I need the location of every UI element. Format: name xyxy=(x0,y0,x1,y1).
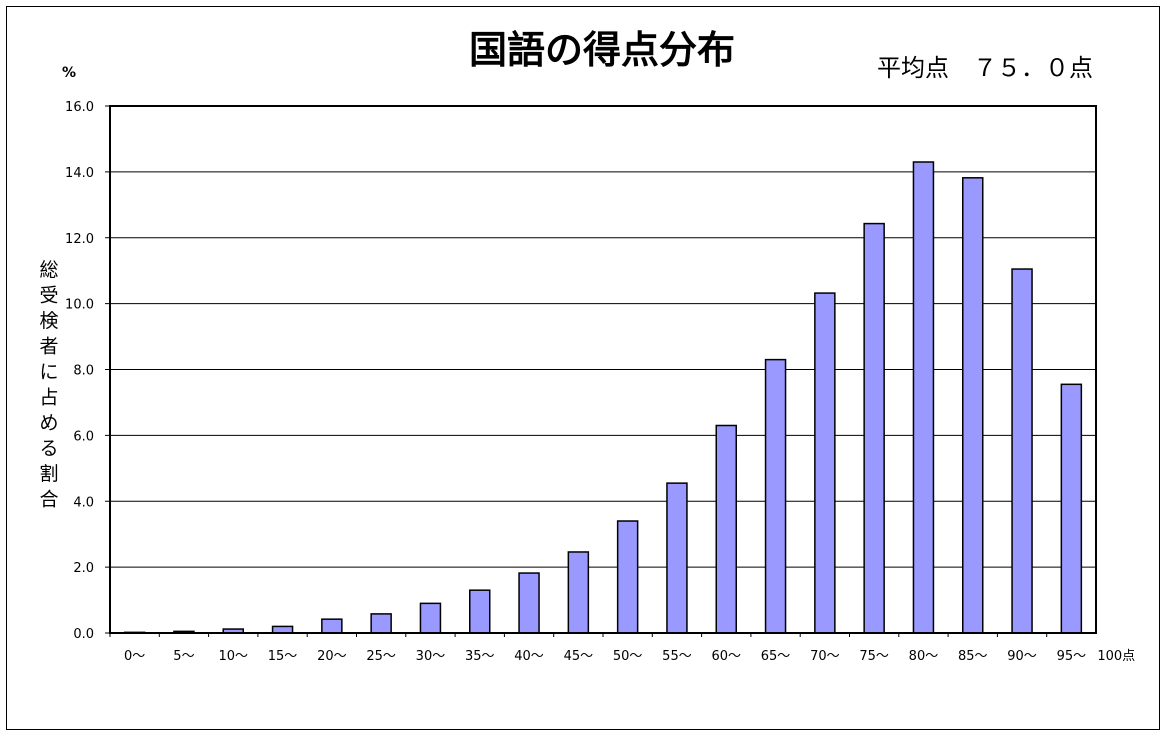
bar xyxy=(469,589,491,634)
y-tick-label: 14.0 xyxy=(65,166,94,181)
x-tick-label: 0～ xyxy=(124,649,145,664)
x-tick-label: 30～ xyxy=(416,649,446,664)
bar xyxy=(1060,383,1083,634)
x-tick-label: 35～ xyxy=(465,649,495,664)
y-tick-label: 8.0 xyxy=(73,364,94,379)
average-label: 平均点 ７５．０点 xyxy=(877,54,1093,82)
x-tick-label: 40～ xyxy=(514,649,544,664)
x-tick-label: 10～ xyxy=(218,649,248,664)
x-tick-label: 55～ xyxy=(662,649,692,664)
x-tick-label: 15～ xyxy=(268,649,298,664)
bar xyxy=(616,520,639,634)
x-tick-label: 90～ xyxy=(1007,649,1037,664)
x-tick-label: 50～ xyxy=(613,649,643,664)
chart-frame xyxy=(6,6,1160,730)
y-tick-label: 6.0 xyxy=(73,429,94,444)
bar xyxy=(518,572,540,634)
x-unit-label: 100点 xyxy=(1097,649,1135,664)
x-tick-label: 5～ xyxy=(173,649,194,664)
x-tick-label: 95～ xyxy=(1057,649,1087,664)
x-tick-labels: 0～ 5～ 10～ 15～ 20～ 25～ 30～ 35～ 40～ 45～ 50～ 55～ 60～ 65～… xyxy=(109,633,1087,664)
bar xyxy=(666,482,688,634)
bar xyxy=(1011,268,1033,634)
y-axis-label: 総受検者に占める割合 xyxy=(39,259,58,511)
x-tick-label: 65～ xyxy=(761,649,791,664)
bar xyxy=(814,292,836,634)
x-tick-label: 20～ xyxy=(317,649,347,664)
y-tick-label: 16.0 xyxy=(65,100,94,115)
bar xyxy=(863,222,885,634)
bar xyxy=(419,602,442,634)
bars xyxy=(123,161,1083,634)
bar xyxy=(370,613,392,634)
x-tick-label: 60～ xyxy=(711,649,741,664)
y-tick-label: 10.0 xyxy=(65,298,94,313)
y-unit-label: % xyxy=(62,65,76,81)
x-tick-label: 25～ xyxy=(366,649,396,664)
chart-title: 国語の得点分布 xyxy=(469,28,735,72)
bar xyxy=(962,177,984,634)
y-tick-labels: 0.0 2.0 4.0 6.0 8.0 10.0 12.0 14.0 16.0 xyxy=(65,100,110,642)
x-tick-label: 85～ xyxy=(958,649,988,664)
y-tick-label: 2.0 xyxy=(73,561,94,576)
bar xyxy=(764,358,787,634)
y-tick-label: 0.0 xyxy=(73,627,94,642)
x-tick-label: 80～ xyxy=(909,649,939,664)
bar xyxy=(715,424,737,634)
gridlines xyxy=(110,171,1096,568)
x-tick-label: 45～ xyxy=(564,649,594,664)
bar xyxy=(567,551,590,634)
y-tick-label: 12.0 xyxy=(65,232,94,247)
plot-area-border xyxy=(109,105,1097,634)
x-tick-label: 75～ xyxy=(859,649,889,664)
bar xyxy=(912,161,935,634)
bar xyxy=(321,618,343,634)
y-tick-label: 4.0 xyxy=(73,495,94,510)
x-tick-label: 70～ xyxy=(810,649,840,664)
